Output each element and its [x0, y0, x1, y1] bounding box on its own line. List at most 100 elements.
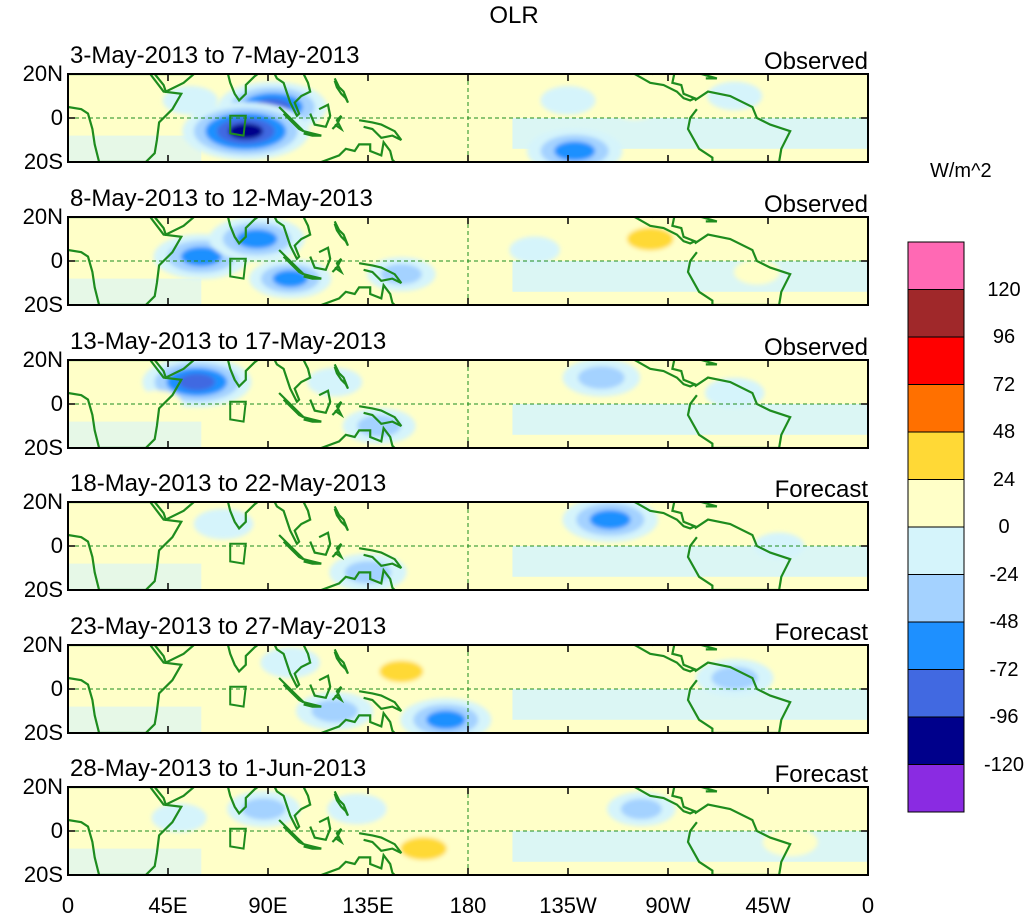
colorbar-tick-label: 24	[992, 468, 1016, 491]
olr-anomaly-cell	[327, 793, 387, 825]
olr-anomaly-cell	[387, 506, 438, 534]
panel-period-label: 8-May-2013 to 12-May-2013	[70, 185, 373, 212]
y-tick-label: 0	[50, 676, 63, 701]
y-tick-label: 20S	[23, 149, 63, 174]
y-tick-label: 0	[50, 391, 63, 416]
y-tick-label: 20S	[23, 577, 63, 602]
coastline	[331, 115, 345, 133]
coastline	[686, 233, 792, 305]
coastline	[68, 645, 184, 733]
coastline	[333, 363, 350, 390]
coastline	[320, 282, 397, 305]
olr-anomaly-cell	[578, 366, 625, 389]
coastline	[68, 502, 184, 590]
colorbar-swatch	[907, 621, 965, 670]
olr-anomaly-cell	[626, 227, 674, 251]
anomaly-band	[68, 278, 202, 305]
y-tick-label: 20N	[22, 489, 63, 514]
region-box	[229, 685, 247, 708]
coastline	[273, 645, 312, 689]
coastline	[309, 103, 332, 129]
coastline	[333, 505, 350, 532]
coastline	[303, 843, 322, 850]
y-tick-label: 20S	[23, 862, 63, 887]
panel-period-label: 23-May-2013 to 27-May-2013	[70, 613, 387, 640]
coastline	[634, 217, 698, 245]
anomaly-band	[68, 706, 202, 733]
coastline	[686, 518, 792, 590]
coastline	[273, 217, 312, 261]
coastline	[225, 217, 260, 246]
olr-anomaly-cell	[707, 81, 763, 111]
coastline	[150, 645, 196, 665]
olr-anomaly-cell	[762, 827, 818, 857]
colorbar-swatch	[907, 716, 965, 765]
panel-status-label: Observed	[763, 191, 868, 218]
y-tick-label: 20N	[22, 204, 63, 229]
y-tick-label: 20S	[23, 292, 63, 317]
colorbar-units-label: W/m^2	[930, 160, 992, 182]
panel-status-label: Forecast	[774, 619, 868, 646]
coastline	[695, 502, 718, 508]
colorbar-tick-label: 0	[998, 516, 1010, 538]
olr-anomaly-cell	[260, 647, 320, 678]
colorbar-swatch	[907, 479, 965, 528]
olr-anomaly-cell	[440, 420, 496, 448]
coastline	[358, 119, 403, 141]
olr-anomaly-cell	[733, 259, 780, 285]
coastline	[358, 262, 403, 284]
olr-anomaly-cell	[379, 660, 424, 683]
olr-anomaly-cell	[404, 563, 465, 590]
coastline	[634, 360, 698, 388]
coastline	[225, 360, 260, 389]
panel-period-label: 28-May-2013 to 1-Jun-2013	[70, 755, 367, 782]
x-tick-label: 0	[61, 893, 75, 918]
olr-anomaly-cell	[426, 710, 466, 730]
coastline	[331, 258, 345, 276]
coastline	[273, 787, 312, 831]
panel-4	[67, 501, 869, 591]
olr-anomaly-cell	[504, 657, 556, 685]
coastline	[150, 787, 196, 807]
colorbar-swatch	[907, 289, 965, 338]
colorbar-swatch	[907, 764, 965, 813]
x-tick-label: 90E	[248, 893, 288, 918]
y-tick-label: 0	[50, 818, 63, 843]
panel-status-label: Observed	[763, 48, 868, 75]
olr-anomaly-cell	[620, 798, 662, 820]
olr-anomaly-cell	[509, 236, 560, 264]
x-tick-label: 45W	[745, 893, 791, 918]
coastline	[303, 273, 322, 280]
coastline	[309, 674, 332, 700]
coastline	[309, 531, 332, 557]
olr-anomaly-cell	[178, 373, 216, 391]
coastline	[225, 74, 260, 103]
coastline	[303, 130, 322, 137]
chart-title: OLR	[489, 2, 539, 29]
coastline	[686, 376, 792, 448]
coastline	[331, 686, 345, 704]
olr-anomaly-cell	[449, 219, 509, 250]
y-tick-label: 20N	[22, 61, 63, 86]
coastline	[303, 416, 322, 423]
coastline	[695, 74, 718, 80]
coastline	[358, 547, 403, 569]
y-tick-label: 20N	[22, 632, 63, 657]
panel-status-label: Forecast	[774, 476, 868, 503]
coastline	[333, 77, 350, 104]
region-box	[229, 114, 247, 137]
y-tick-label: 20S	[23, 720, 63, 745]
coastline	[150, 502, 196, 522]
olr-anomaly-cell	[611, 94, 658, 120]
coastline	[225, 787, 260, 816]
coastline	[320, 139, 397, 162]
anomaly-band	[68, 563, 202, 590]
coastline	[333, 790, 350, 817]
coastline	[695, 217, 718, 223]
region-box	[229, 827, 247, 850]
olr-anomaly-cell	[753, 532, 805, 560]
x-tick-label: 135W	[539, 893, 597, 918]
coastline	[333, 220, 350, 247]
x-tick-label: 135E	[342, 893, 394, 918]
